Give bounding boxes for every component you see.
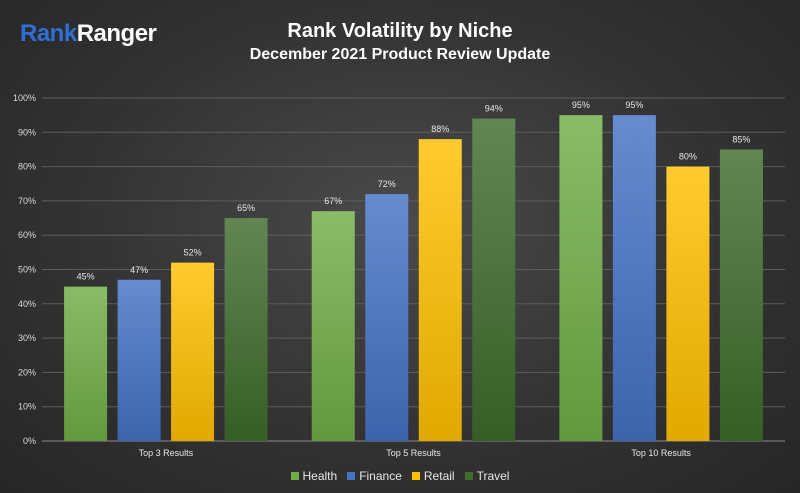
legend-label: Travel <box>476 469 510 483</box>
chart-subtitle: December 2021 Product Review Update <box>249 46 551 63</box>
bar-health <box>64 286 108 441</box>
legend-swatch <box>347 472 356 480</box>
data-label: 85% <box>732 134 750 144</box>
data-label: 67% <box>324 196 342 206</box>
bar-travel <box>719 149 763 441</box>
logo-ranger: Ranger <box>76 20 157 47</box>
legend-item-travel: Travel <box>464 469 510 483</box>
chart-legend: Health Finance Retail Travel <box>0 469 800 483</box>
data-label: 65% <box>237 203 255 213</box>
bar-retail <box>171 262 215 441</box>
bar-retail <box>418 139 462 441</box>
y-tick-label: 40% <box>18 299 36 309</box>
x-tick-label: Top 5 Results <box>386 448 441 458</box>
bar-finance <box>117 279 161 441</box>
y-tick-label: 90% <box>18 127 36 137</box>
legend-item-health: Health <box>290 469 338 483</box>
legend-swatch <box>464 472 473 480</box>
y-tick-label: 20% <box>18 367 36 377</box>
legend-swatch <box>411 472 420 480</box>
data-label: 94% <box>485 104 503 114</box>
legend-label: Health <box>302 469 338 483</box>
y-tick-label: 60% <box>18 230 36 240</box>
chart-title: Rank Volatility by Niche <box>287 20 513 42</box>
rankranger-logo: RankRanger <box>20 20 157 48</box>
legend-item-finance: Finance <box>347 469 402 483</box>
y-tick-label: 70% <box>18 196 36 206</box>
data-label: 52% <box>184 248 202 258</box>
data-label: 88% <box>431 124 449 134</box>
data-label: 80% <box>679 152 697 162</box>
legend-item-retail: Retail <box>411 469 455 483</box>
legend-swatch <box>290 472 299 480</box>
y-tick-label: 0% <box>23 436 36 446</box>
legend-label: Retail <box>423 469 455 483</box>
legend-label: Finance <box>359 469 402 483</box>
y-tick-label: 30% <box>18 333 36 343</box>
bar-travel <box>224 218 268 441</box>
y-tick-label: 80% <box>18 162 36 172</box>
bar-finance <box>612 115 656 442</box>
bar-health <box>559 115 603 442</box>
y-tick-label: 10% <box>18 402 36 412</box>
bar-health <box>311 211 355 441</box>
x-tick-label: Top 3 Results <box>139 448 194 458</box>
bar-travel <box>472 118 516 441</box>
x-tick-label: Top 10 Results <box>631 448 691 458</box>
bar-retail <box>666 166 710 441</box>
y-tick-label: 50% <box>18 265 36 275</box>
logo-rank: Rank <box>20 20 77 47</box>
data-label: 95% <box>572 100 590 110</box>
data-label: 95% <box>625 100 643 110</box>
data-label: 45% <box>77 272 95 282</box>
bar-finance <box>365 194 409 441</box>
data-label: 72% <box>378 179 396 189</box>
y-tick-label: 100% <box>13 93 36 103</box>
data-label: 47% <box>130 265 148 275</box>
